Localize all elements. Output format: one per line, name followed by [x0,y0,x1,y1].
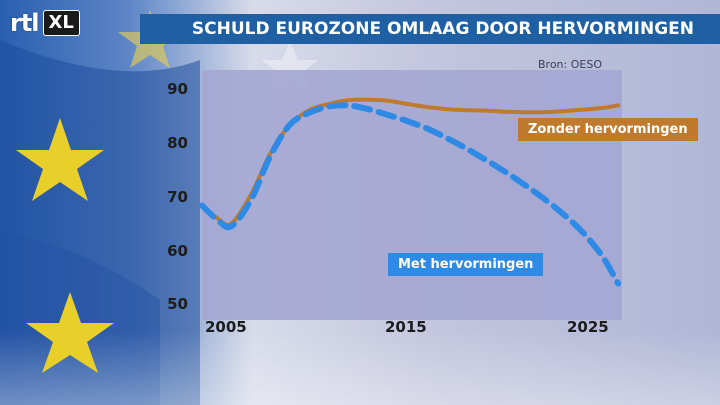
logo-text: rtl [10,9,40,37]
source-label: Bron: OESO [538,58,602,71]
series-line-met-hervormingen [199,102,622,287]
plot-area [202,70,622,320]
x-tick-label: 2005 [205,318,247,336]
channel-logo: rtl XL [10,8,80,38]
title-bar: SCHULD EUROZONE OMLAAG DOOR HERVORMINGEN [140,14,720,44]
eu-star-icon [26,292,114,373]
y-tick-label: 80 [167,134,188,152]
logo-badge: XL [42,10,80,36]
x-tick-label: 2015 [385,318,427,336]
legend-met-hervormingen: Met hervormingen [388,253,544,276]
x-tick-label: 2025 [567,318,609,336]
y-tick-label: 50 [167,295,188,313]
legend-zonder-hervormingen: Zonder hervormingen [518,118,698,141]
eu-star-icon [16,118,104,201]
eu-star-icon [261,40,319,92]
y-tick-label: 70 [167,188,188,206]
y-tick-label: 90 [167,80,188,98]
y-tick-label: 60 [167,242,188,260]
chart-title: SCHULD EUROZONE OMLAAG DOOR HERVORMINGEN [191,19,694,39]
